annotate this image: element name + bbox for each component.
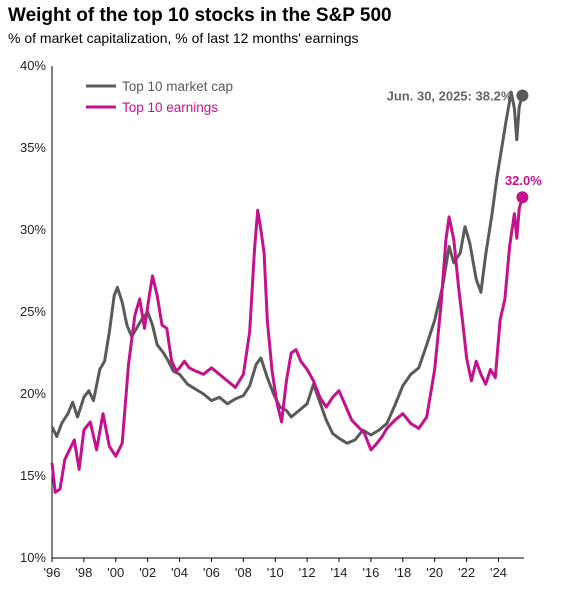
- x-tick-label: '16: [362, 565, 379, 580]
- series-line-earnings: [50, 196, 524, 494]
- x-tick-label: '00: [107, 565, 124, 580]
- y-tick-label: 15%: [20, 468, 46, 483]
- series-line-market-cap: [50, 90, 524, 445]
- x-tick-label: '12: [299, 565, 316, 580]
- x-tick-label: '04: [171, 565, 188, 580]
- annotation-label: Jun. 30, 2025: 38.2%: [387, 89, 513, 104]
- chart-subtitle: % of market capitalization, % of last 12…: [8, 30, 359, 46]
- end-point-marker: [516, 191, 529, 204]
- y-tick-label: 35%: [20, 140, 46, 155]
- tick-labels: 10% 15% 20% 25% 30% 35% 40% '96 '98 '00 '02 '04 '06 '…: [20, 58, 507, 580]
- x-tick-label: '20: [426, 565, 443, 580]
- series-lines: [50, 90, 524, 494]
- x-tick-label: '18: [394, 565, 411, 580]
- x-tick-label: '02: [139, 565, 156, 580]
- legend: Top 10 market cap Top 10 earnings: [86, 79, 233, 115]
- axes: [51, 66, 524, 562]
- y-tick-label: 30%: [20, 222, 46, 237]
- x-tick-label: '98: [75, 565, 92, 580]
- y-tick-label: 40%: [20, 58, 46, 73]
- y-tick-label: 10%: [20, 550, 46, 565]
- chart-title: Weight of the top 10 stocks in the S&P 5…: [8, 5, 392, 26]
- x-tick-label: '06: [203, 565, 220, 580]
- x-tick-label: '14: [331, 565, 348, 580]
- annotation-label: 32.0%: [505, 173, 542, 188]
- y-tick-label: 25%: [20, 304, 46, 319]
- legend-label: Top 10 earnings: [122, 100, 218, 115]
- x-tick-label: '96: [44, 565, 61, 580]
- y-tick-label: 20%: [20, 386, 46, 401]
- x-tick-label: '08: [235, 565, 252, 580]
- annotations: Jun. 30, 2025: 38.2% 32.0%: [387, 89, 542, 204]
- x-tick-label: '22: [458, 565, 475, 580]
- legend-label: Top 10 market cap: [122, 79, 233, 94]
- x-tick-label: '10: [267, 565, 284, 580]
- end-point-marker: [516, 89, 529, 102]
- x-tick-label: '24: [490, 565, 507, 580]
